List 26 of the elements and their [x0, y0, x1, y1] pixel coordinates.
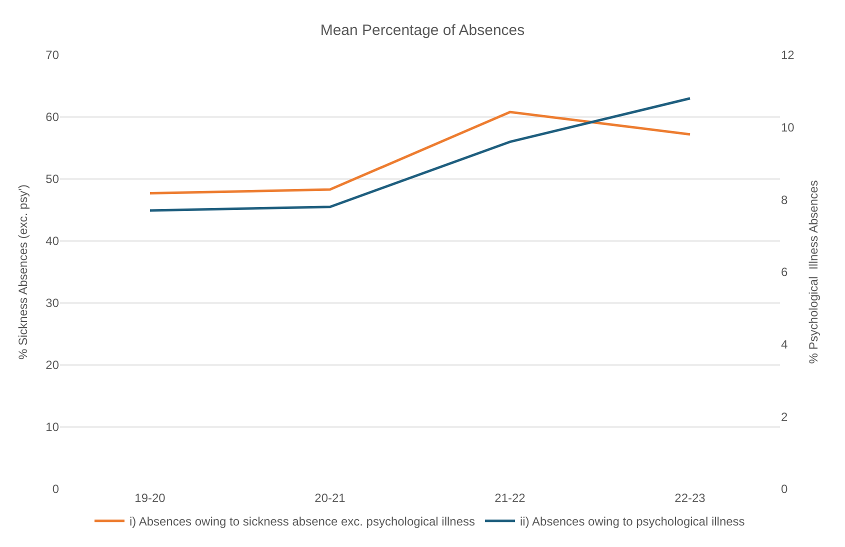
- y2-tick-label: 6: [781, 265, 788, 280]
- y-tick-label: 20: [46, 358, 60, 372]
- y-axis-title: % Sickness Absences (exc. psy'): [16, 184, 30, 360]
- line-series: [148, 110, 692, 195]
- x-tick-label: 22-23: [674, 491, 706, 505]
- x-tick-label: 19-20: [134, 491, 166, 505]
- y2-tick-label: 4: [781, 338, 788, 352]
- line-series: [148, 97, 692, 212]
- y-tick-label: 30: [46, 296, 60, 310]
- y-tick-label: 70: [46, 48, 60, 62]
- y2-tick-label: 10: [781, 120, 795, 135]
- y-tick-label: 60: [46, 110, 60, 124]
- x-tick-label: 20-21: [314, 491, 346, 505]
- y2-tick-label: 0: [781, 482, 788, 496]
- y-tick-label: 50: [46, 172, 60, 186]
- legend-label: i) Absences owing to sickness absence exc. psychological illness: [130, 514, 476, 529]
- y2-tick-label: 2: [781, 410, 788, 424]
- x-tick-label: 21-22: [494, 491, 526, 505]
- y2-axis-title: % Psychological Illness Absences: [806, 180, 821, 364]
- y-tick-label: 0: [52, 482, 60, 496]
- y-tick-label: 10: [46, 420, 60, 434]
- y-tick-label: 40: [46, 234, 60, 248]
- y2-tick-label: 12: [781, 48, 795, 62]
- legend-label: ii) Absences owing to psychological illness: [520, 514, 745, 529]
- y2-tick-label: 8: [781, 192, 788, 207]
- chart-title: Mean Percentage of Absences: [320, 22, 525, 40]
